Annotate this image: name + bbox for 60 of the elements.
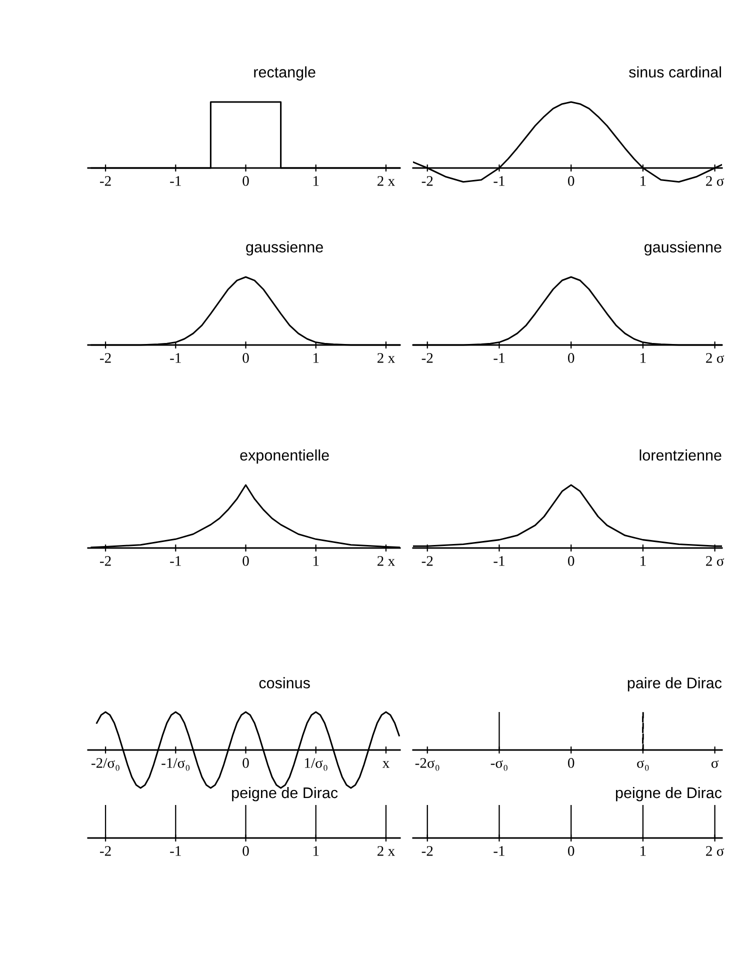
chart-title: exponentielle — [240, 449, 329, 464]
x-tick-label: 1 — [640, 556, 646, 566]
x-tick-label: 0 — [242, 758, 249, 768]
x-tick-label: 0 — [568, 353, 574, 363]
x-tick-label: 1 — [314, 846, 319, 856]
x-tick-label: 1 — [314, 556, 319, 566]
x-tick-label: 2 σ — [706, 846, 724, 856]
x-tick-label: -2σ₀ — [415, 758, 440, 771]
x-tick-label: -1 — [170, 846, 181, 856]
x-tick-label: -1 — [494, 176, 504, 186]
x-tick-label: -2 — [100, 353, 111, 363]
x-tick-label: -2 — [100, 176, 111, 186]
x-tick-label: -1/σ₀ — [162, 758, 190, 771]
x-tick-label: 2 x — [378, 176, 395, 186]
x-tick-label: -2 — [100, 556, 111, 566]
x-tick-label: 2 x — [378, 556, 395, 566]
chart-title: gaussienne — [644, 241, 722, 256]
x-tick-label: -2 — [422, 353, 433, 363]
chart-title: peigne de Dirac — [232, 786, 338, 802]
x-tick-label: -2 — [422, 556, 433, 566]
chart-title: rectangle — [254, 66, 316, 81]
x-tick-label: 1 — [640, 176, 646, 186]
x-tick-label: 0 — [242, 846, 249, 856]
x-tick-label: 1 — [314, 353, 319, 363]
x-tick-label: 0 — [242, 353, 249, 363]
x-tick-label: -1 — [494, 846, 504, 856]
x-tick-label: 2 σ — [706, 353, 724, 363]
x-tick-label: -1 — [170, 176, 181, 186]
x-tick-label: 2 σ — [706, 556, 724, 566]
x-tick-label: 2 x — [378, 846, 395, 856]
x-tick-label: 1 — [640, 846, 646, 856]
x-tick-label: -2 — [422, 176, 433, 186]
x-tick-label: σ — [711, 760, 719, 768]
chart-title: lorentzienne — [640, 449, 722, 461]
chart-title: sinus cardinal — [629, 66, 721, 78]
x-tick-label: 1 — [314, 176, 319, 186]
x-tick-label: 1 — [640, 353, 646, 363]
x-tick-label: -σ₀ — [490, 760, 508, 771]
x-tick-label: 1/σ₀ — [305, 758, 328, 771]
x-tick-label: σ₀ — [637, 760, 649, 771]
x-tick-label: 2 x — [378, 353, 395, 363]
x-tick-label: -1 — [494, 353, 504, 363]
x-tick-label: 0 — [568, 176, 574, 186]
x-tick-label: 0 — [242, 176, 249, 186]
chart-title: paire de Dirac — [628, 677, 722, 692]
x-tick-label: 0 — [568, 556, 574, 566]
x-tick-label: -2 — [422, 846, 433, 856]
x-tick-label: -1 — [170, 556, 181, 566]
x-tick-label: 0 — [568, 846, 574, 856]
x-tick-label: 2 σ — [706, 176, 724, 186]
x-tick-label: 0 — [242, 556, 249, 566]
chart-title: gaussienne — [246, 241, 323, 256]
x-tick-label: x — [382, 761, 390, 768]
x-tick-label: -1 — [170, 353, 181, 363]
chart-title: peigne de Dirac — [616, 786, 722, 802]
x-tick-label: -2/σ₀ — [92, 758, 120, 771]
x-tick-label: -2 — [100, 846, 111, 856]
x-tick-label: -1 — [494, 556, 504, 566]
chart-title: cosinus — [259, 677, 310, 688]
x-tick-label: 0 — [568, 758, 574, 768]
